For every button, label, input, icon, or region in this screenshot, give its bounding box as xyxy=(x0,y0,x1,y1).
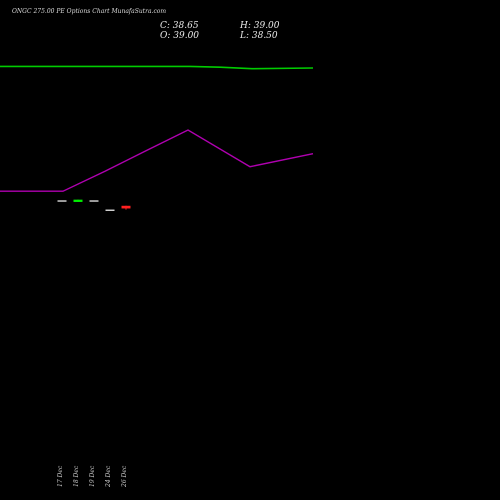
chart-title: ONGC 275.00 PE Options Chart MunafaSutra… xyxy=(12,8,167,15)
low-value: L: 38.50 xyxy=(240,31,278,41)
candle-body xyxy=(73,199,83,202)
indicator-line-1 xyxy=(0,65,314,70)
open-value: O: 39.00 xyxy=(160,31,200,41)
indicator-line-2 xyxy=(0,129,314,192)
candle-body xyxy=(89,200,99,202)
candle-body xyxy=(121,205,131,209)
x-tick-label: 26 Dec xyxy=(121,465,128,488)
close-value: C: 38.65 xyxy=(160,21,199,31)
x-tick-label: 24 Dec xyxy=(105,465,112,488)
x-tick-label: 17 Dec xyxy=(57,465,64,487)
candle-body xyxy=(105,209,115,211)
candle-body xyxy=(57,200,67,202)
x-tick-label: 18 Dec xyxy=(73,465,80,487)
x-tick-label: 19 Dec xyxy=(89,465,96,487)
high-value: H: 39.00 xyxy=(240,21,280,31)
